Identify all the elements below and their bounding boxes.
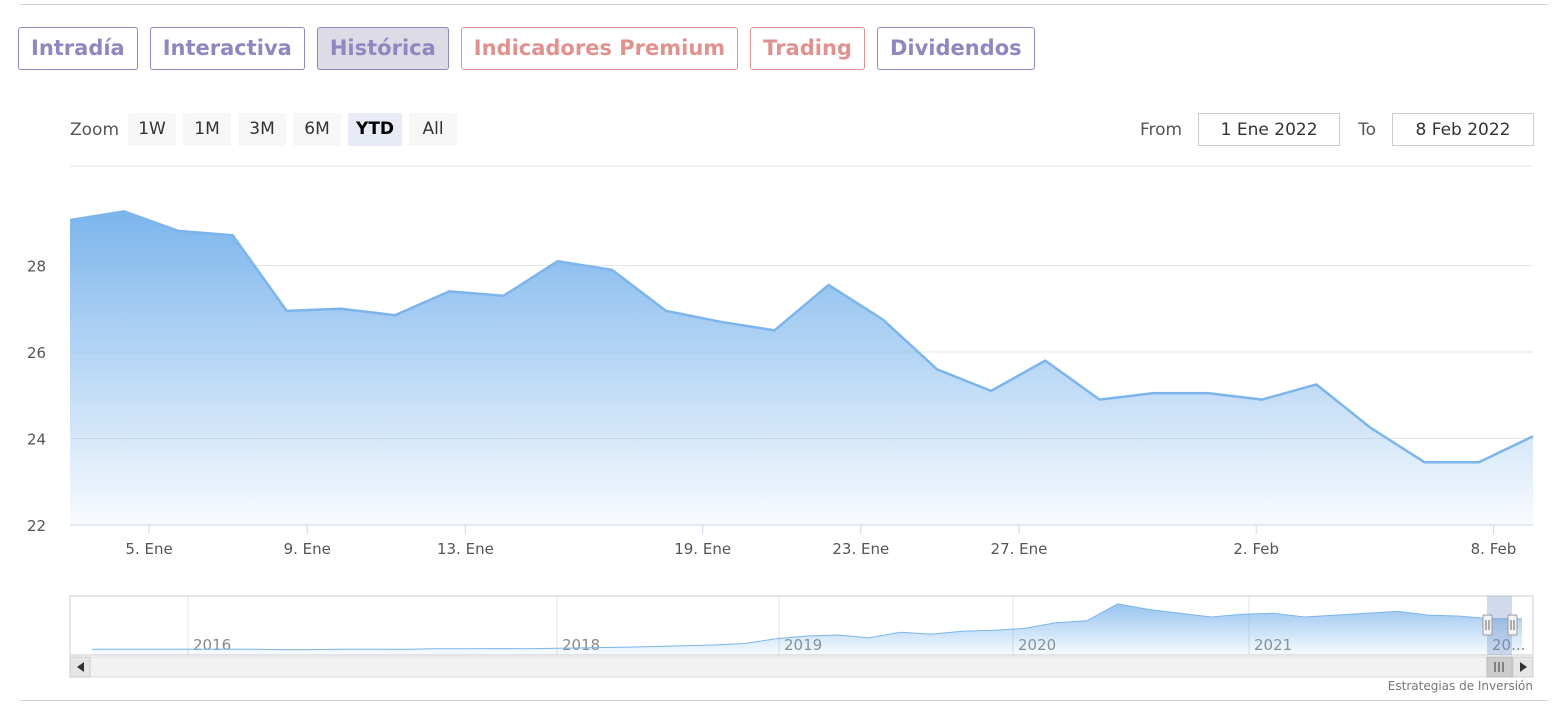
y-tick-label: 22 [27, 517, 46, 535]
x-tick-label: 9. Ene [284, 540, 331, 558]
zoom-1w-button[interactable]: 1W [128, 113, 177, 146]
navigator-area [92, 603, 1522, 655]
x-axis-labels: 5. Ene 9. Ene 13. Ene 19. Ene 23. Ene 27. Ene… [125, 525, 1516, 558]
zoom-all-button[interactable]: All [409, 113, 458, 146]
tab-dividendos[interactable]: Dividendos [876, 27, 1035, 70]
x-tick-label: 2. Feb [1233, 540, 1279, 558]
zoom-3m-button[interactable]: 3M [238, 113, 287, 146]
x-tick-label: 8. Feb [1471, 540, 1517, 558]
navigator-line [92, 603, 1522, 651]
y-tick-label: 28 [27, 257, 46, 275]
tab-historica[interactable]: Histórica [316, 27, 449, 70]
date-range-selector: From To [1140, 113, 1534, 146]
top-divider [20, 4, 1548, 5]
y-tick-label: 26 [27, 344, 46, 362]
zoom-selector: Zoom 1W 1M 3M 6M YTD All [70, 113, 458, 146]
x-tick-label: 19. Ene [674, 540, 731, 558]
x-tick-label: 23. Ene [832, 540, 889, 558]
x-tick-label: 13. Ene [437, 540, 494, 558]
y-tick-label: 24 [27, 430, 46, 448]
x-tick-label: 5. Ene [125, 540, 172, 558]
chart-tabs: Intradía Interactiva Histórica Indicador… [18, 27, 1035, 70]
navigator[interactable]: 2016201820192020202120... [69, 595, 1534, 678]
navigator-right-handle[interactable] [1507, 614, 1518, 636]
to-date-input[interactable] [1392, 113, 1534, 146]
scroll-right-arrow-icon [1520, 662, 1527, 672]
price-line [69, 210, 1534, 464]
price-series [69, 210, 1534, 525]
zoom-6m-button[interactable]: 6M [293, 113, 342, 146]
zoom-ytd-button[interactable]: YTD [348, 113, 403, 146]
price-area-fill [70, 211, 1533, 525]
scroll-left-arrow-icon [77, 662, 84, 672]
credits-text: Estrategias de Inversión [1387, 679, 1533, 693]
navigator-left-handle[interactable] [1482, 614, 1493, 636]
tab-trading[interactable]: Trading [750, 27, 865, 70]
tab-indicadores-premium[interactable]: Indicadores Premium [460, 27, 739, 70]
zoom-label: Zoom [70, 119, 120, 140]
bottom-divider [20, 700, 1548, 701]
scrollbar-track[interactable] [69, 656, 1534, 678]
from-label: From [1139, 119, 1183, 140]
tab-intradia[interactable]: Intradía [18, 27, 138, 70]
x-tick-label: 27. Ene [991, 540, 1048, 558]
zoom-1m-button[interactable]: 1M [183, 113, 232, 146]
from-date-input[interactable] [1198, 113, 1341, 146]
to-label: To [1358, 119, 1376, 140]
y-axis-labels: 22 24 26 28 [27, 257, 46, 535]
tab-interactiva[interactable]: Interactiva [149, 27, 305, 70]
